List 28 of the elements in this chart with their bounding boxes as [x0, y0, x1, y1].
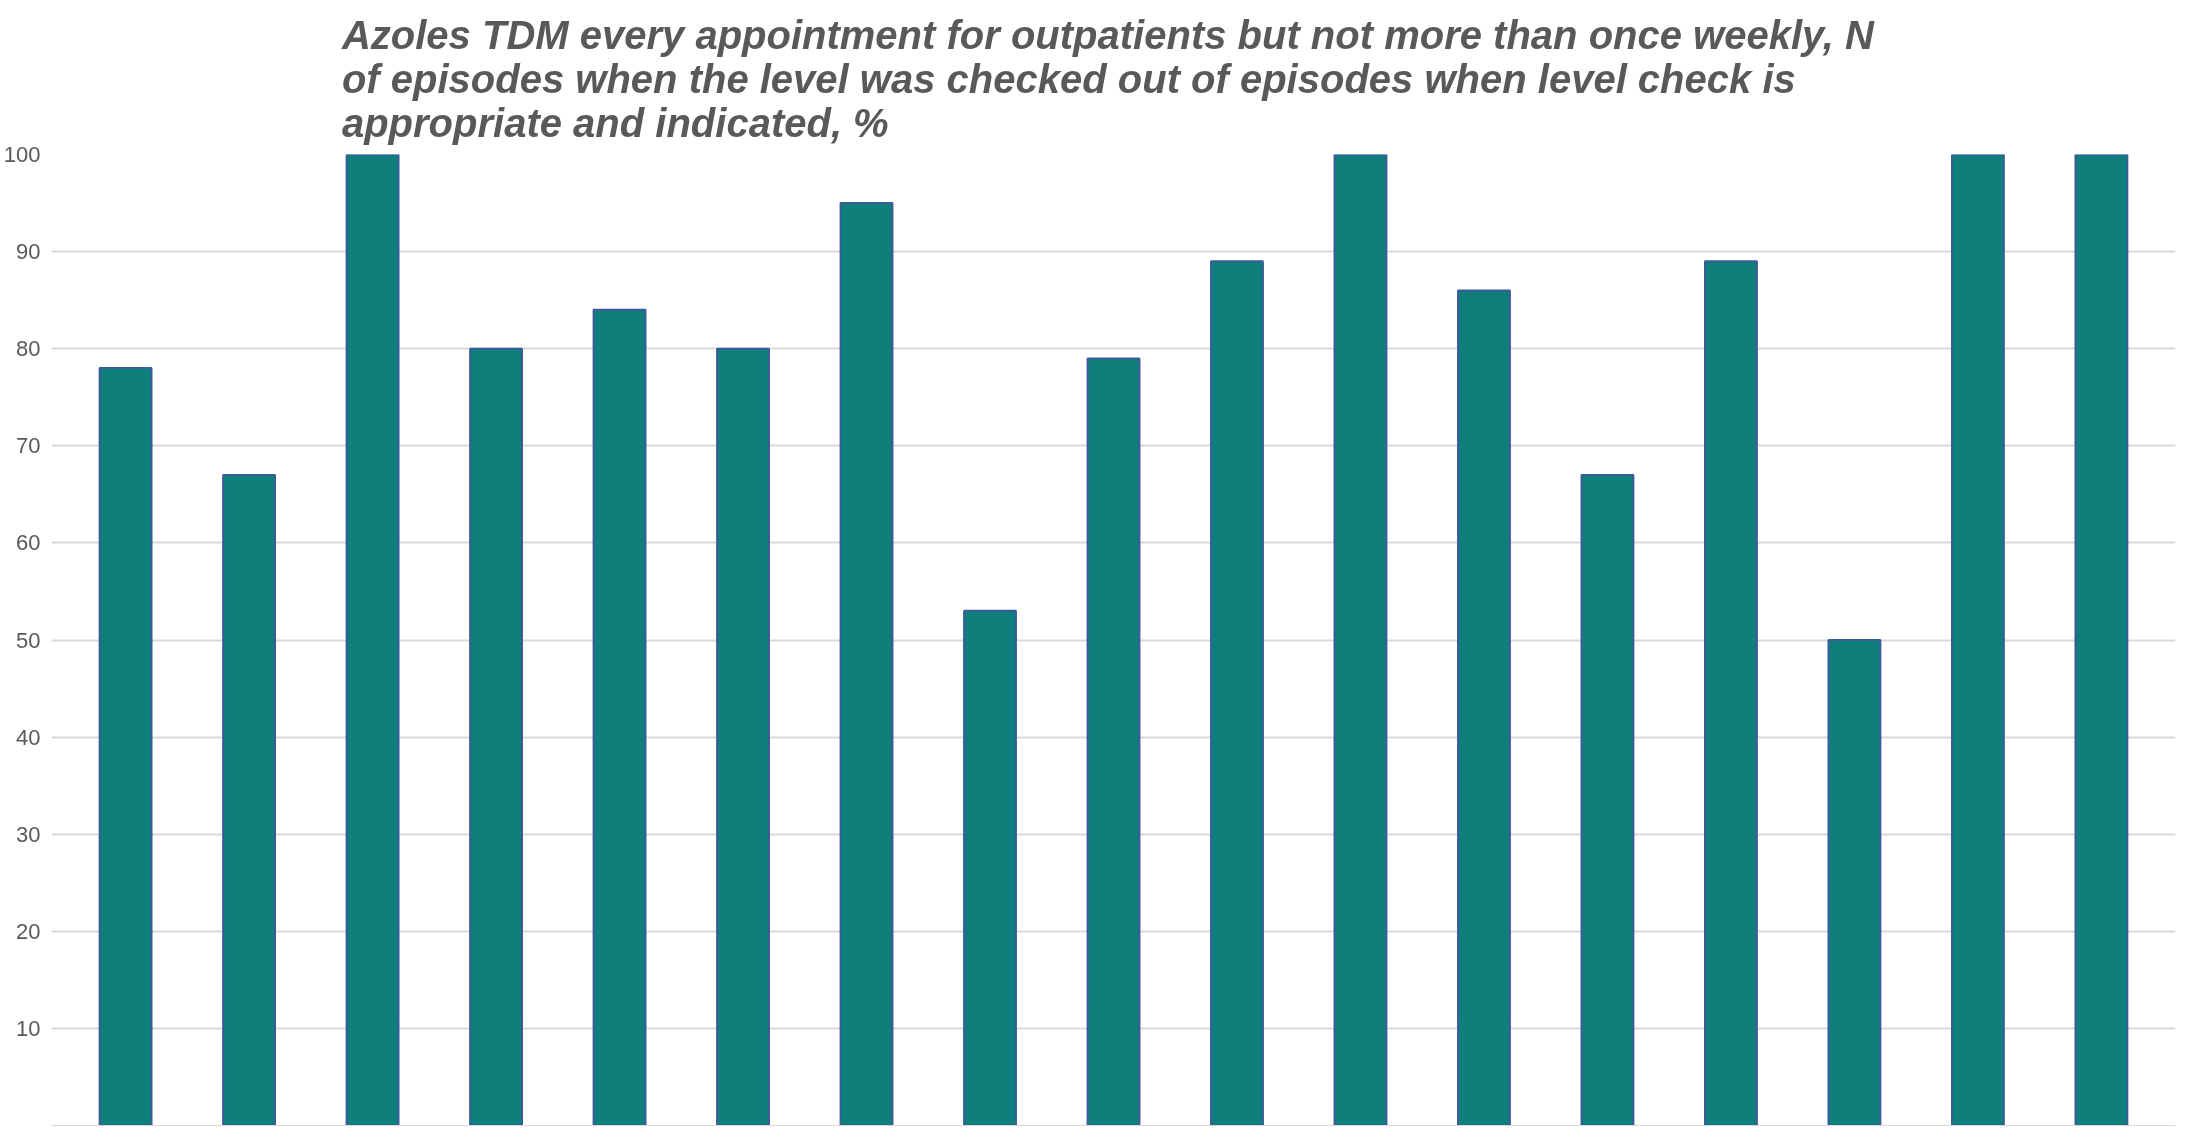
y-tick-label: 100	[3, 142, 41, 167]
bar	[839, 202, 894, 1126]
y-tick-label: 50	[16, 627, 41, 653]
bar	[1086, 357, 1141, 1126]
y-tick-label: 20	[16, 918, 41, 944]
bar	[98, 367, 153, 1126]
bar	[345, 154, 400, 1126]
bar	[1950, 154, 2005, 1126]
chart-title: Azoles TDM every appointment for outpatients but not more than once weekly, N of episodes when the level was checked out of episodes when level check is appropriate and indicated, %	[340, 12, 1876, 145]
y-tick-label: 70	[16, 433, 41, 459]
bar	[963, 609, 1017, 1126]
y-tick-label: 60	[16, 530, 41, 556]
bar	[1210, 260, 1264, 1126]
bar	[222, 473, 277, 1126]
bar	[1580, 473, 1635, 1126]
y-tick-label: 30	[16, 821, 41, 847]
bar	[1333, 154, 1388, 1126]
y-tick-label: 90	[16, 239, 41, 265]
y-tick-label: 10	[16, 1015, 41, 1041]
y-tick-label: 80	[16, 336, 41, 362]
y-tick-label: 40	[16, 724, 41, 750]
bar	[592, 308, 647, 1126]
bar	[1457, 289, 1511, 1126]
bar	[469, 347, 523, 1126]
bar	[2074, 154, 2129, 1126]
bar	[1704, 260, 1758, 1126]
bar	[1827, 639, 1882, 1126]
bar	[716, 347, 770, 1126]
